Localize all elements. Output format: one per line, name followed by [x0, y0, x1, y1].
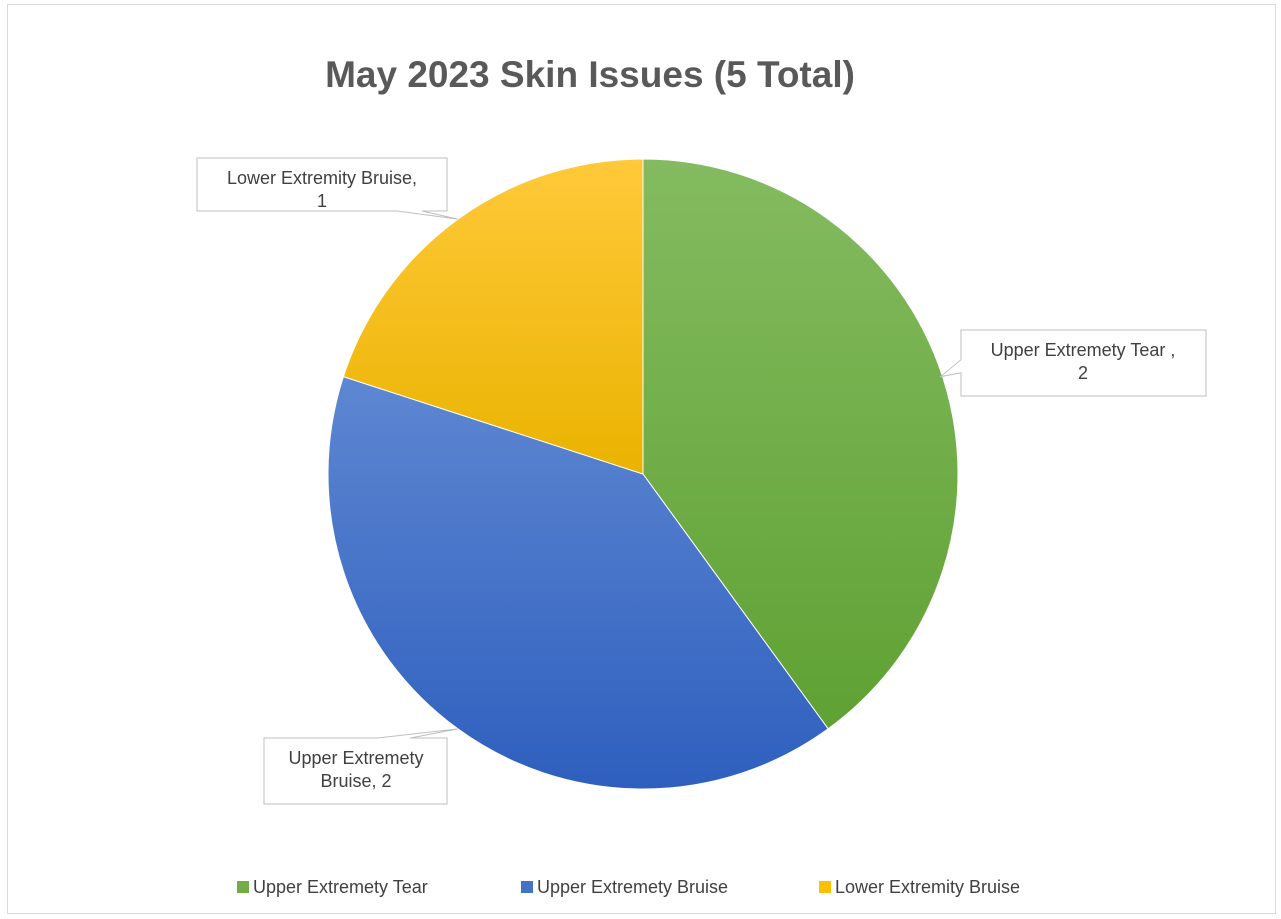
legend-label: Upper Extremety Bruise [537, 877, 728, 897]
legend-swatch [521, 881, 533, 893]
data-label-callout-box [263, 728, 458, 805]
data-label-text: Upper Extremety [288, 748, 423, 768]
data-label-text: Upper Extremety Tear , [991, 340, 1176, 360]
legend-label: Upper Extremety Tear [253, 877, 428, 897]
legend-item-lower-extremity-bruise: Lower Extremity Bruise [819, 877, 1020, 897]
chart-title: May 2023 Skin Issues (5 Total) [325, 54, 855, 95]
legend-swatch [237, 881, 249, 893]
legend-item-upper-extremety-tear: Upper Extremety Tear [237, 877, 428, 897]
data-label-text: 2 [1078, 363, 1088, 383]
legend: Upper Extremety Tear Upper Extremety Brui… [237, 877, 1020, 897]
data-labels: Upper Extremety Tear , 2 Upper Extremety Br… [196, 157, 1207, 805]
data-label-lower-extremity-bruise: Lower Extremity Bruise, 1 [196, 157, 458, 220]
data-label-callout-box [196, 157, 458, 220]
legend-label: Lower Extremity Bruise [835, 877, 1020, 897]
data-label-callout-box [938, 329, 1207, 397]
pie-slice-lower-extremity-bruise [342, 158, 644, 475]
data-label-upper-extremety-tear: Upper Extremety Tear , 2 [938, 329, 1207, 397]
data-label-text: 1 [317, 191, 327, 211]
pie-slices [327, 158, 959, 790]
data-label-text: Bruise, 2 [320, 771, 391, 791]
legend-swatch [819, 881, 831, 893]
data-label-text: Lower Extremity Bruise, [227, 168, 417, 188]
data-label-upper-extremety-bruise: Upper Extremety Bruise, 2 [263, 728, 458, 805]
legend-item-upper-extremety-bruise: Upper Extremety Bruise [521, 877, 728, 897]
